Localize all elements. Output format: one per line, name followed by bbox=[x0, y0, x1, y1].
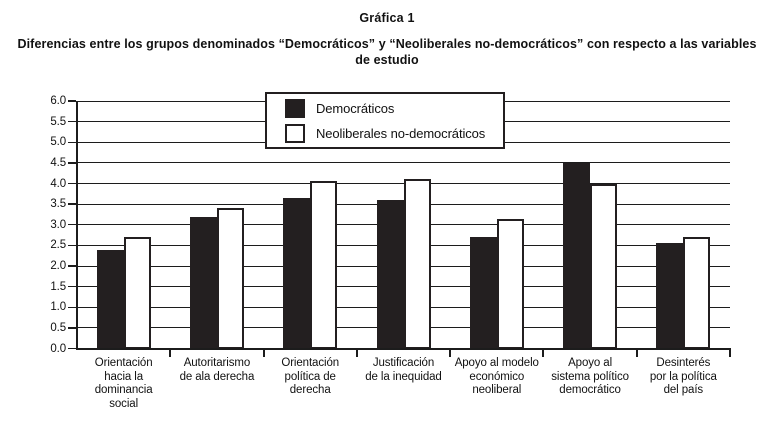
bar-neoliberales-2 bbox=[216, 208, 244, 349]
y-axis-label: 6.0 bbox=[50, 95, 66, 107]
legend-item-neoliberales: Neoliberales no-democráticos bbox=[285, 123, 503, 143]
x-axis-tick bbox=[635, 349, 638, 357]
y-axis-tick bbox=[68, 285, 76, 288]
gridline bbox=[77, 162, 730, 164]
y-axis-tick bbox=[68, 327, 76, 329]
y-axis-label: 0.0 bbox=[50, 342, 66, 355]
x-category-label: Desinterés por la política del país bbox=[637, 357, 730, 398]
legend-item-democraticos: Democráticos bbox=[285, 98, 503, 118]
figure-subtitle: Diferencias entre los grupos denominados… bbox=[0, 37, 774, 68]
bar-democraticos-5 bbox=[469, 237, 497, 349]
x-category-label-line: Autoritarismo bbox=[183, 357, 251, 369]
bar-democraticos-6 bbox=[563, 162, 591, 349]
x-category-label-line: por la política bbox=[649, 370, 717, 383]
x-category-label-line: Justificación bbox=[372, 357, 435, 369]
bar-democraticos-1 bbox=[96, 249, 124, 349]
y-axis-label: 2.0 bbox=[50, 260, 66, 272]
x-axis-tick bbox=[169, 349, 172, 357]
x-axis-line bbox=[75, 347, 731, 350]
bar-neoliberales-6 bbox=[590, 183, 618, 349]
x-category-label-line: derecha bbox=[289, 384, 331, 396]
x-category-label-line: del país bbox=[663, 384, 704, 396]
x-category-label-line: económico bbox=[469, 370, 525, 383]
y-axis-tick bbox=[68, 347, 76, 350]
y-axis-tick bbox=[68, 100, 76, 102]
x-category-label-line: Apoyo al bbox=[568, 357, 613, 369]
bar-neoliberales-7 bbox=[683, 237, 711, 349]
y-axis-tick bbox=[68, 244, 76, 247]
x-axis-tick bbox=[449, 349, 452, 357]
x-category-label-line: Orientación bbox=[94, 357, 153, 369]
x-category-label-line: sistema político bbox=[551, 370, 629, 383]
figure-subtitle-line-1: Diferencias entre los grupos denominados… bbox=[17, 37, 757, 51]
x-category-label-line: dominancia bbox=[94, 384, 153, 396]
y-axis-label: 3.5 bbox=[50, 198, 66, 211]
x-axis-tick bbox=[542, 349, 545, 357]
bar-democraticos-7 bbox=[656, 243, 684, 349]
x-axis-tick bbox=[262, 349, 265, 357]
y-axis-tick bbox=[68, 162, 76, 164]
y-axis-label: 2.5 bbox=[50, 239, 66, 252]
x-axis-tick bbox=[729, 349, 731, 357]
x-category-label-line: Desinterés bbox=[656, 357, 711, 369]
x-category-label-line: social bbox=[109, 397, 139, 410]
figure-number-title: Gráfica 1 bbox=[359, 11, 415, 25]
black-square-icon bbox=[285, 98, 305, 118]
y-axis-label: 3.0 bbox=[50, 218, 66, 231]
x-category-label-line: democrático bbox=[559, 384, 621, 396]
legend-label-neoliberales: Neoliberales no-democráticos bbox=[316, 125, 486, 141]
bar-neoliberales-5 bbox=[496, 218, 524, 349]
bar-democraticos-3 bbox=[283, 197, 311, 349]
bar-neoliberales-1 bbox=[123, 237, 151, 349]
white-square-icon bbox=[285, 123, 305, 143]
y-axis-label: 4.0 bbox=[50, 177, 66, 190]
y-axis-label: 4.5 bbox=[50, 156, 66, 169]
x-category-label-line: hacia la bbox=[104, 370, 144, 383]
y-axis-label: 0.5 bbox=[50, 321, 66, 334]
x-category-label: Apoyo al modelo económico neoliberal bbox=[450, 357, 543, 398]
x-category-label: Apoyo al sistema político democrático bbox=[543, 357, 636, 398]
x-category-label: Autoritarismo de ala derecha bbox=[170, 357, 263, 384]
bar-democraticos-4 bbox=[376, 200, 404, 349]
x-category-label: Orientación política de derecha bbox=[264, 357, 357, 398]
bar-neoliberales-4 bbox=[403, 179, 431, 349]
y-axis-tick bbox=[68, 224, 76, 226]
figure-subtitle-line-2: de estudio bbox=[355, 52, 419, 67]
x-category-label-line: Apoyo al modelo bbox=[454, 357, 539, 369]
y-axis-tick bbox=[68, 203, 76, 205]
x-axis-tick bbox=[355, 349, 358, 357]
y-axis-label: 5.5 bbox=[50, 115, 66, 128]
y-axis-label: 1.0 bbox=[50, 301, 66, 314]
legend-label-democraticos: Democráticos bbox=[316, 100, 395, 116]
y-axis-tick bbox=[68, 265, 76, 267]
y-axis-tick bbox=[68, 182, 76, 185]
x-category-label: Justificación de la inequidad bbox=[357, 357, 450, 384]
x-category-label: Orientación hacia la dominancia social bbox=[77, 357, 170, 411]
y-axis-tick bbox=[68, 141, 76, 143]
y-axis-line bbox=[75, 101, 78, 349]
y-axis-label: 5.0 bbox=[50, 136, 66, 149]
bar-democraticos-2 bbox=[189, 216, 217, 349]
x-category-label-line: de la inequidad bbox=[365, 370, 442, 383]
x-category-label-line: política de bbox=[284, 370, 336, 383]
x-category-label-line: neoliberal bbox=[472, 384, 522, 396]
y-axis-label: 1.5 bbox=[50, 280, 66, 293]
bar-neoliberales-3 bbox=[310, 181, 338, 349]
x-category-label-line: Orientación bbox=[281, 357, 340, 369]
legend: Democráticos Neoliberales no-democrático… bbox=[265, 92, 505, 149]
y-axis-tick bbox=[68, 306, 76, 308]
y-axis-tick bbox=[68, 120, 76, 123]
x-category-label-line: de ala derecha bbox=[179, 370, 255, 383]
